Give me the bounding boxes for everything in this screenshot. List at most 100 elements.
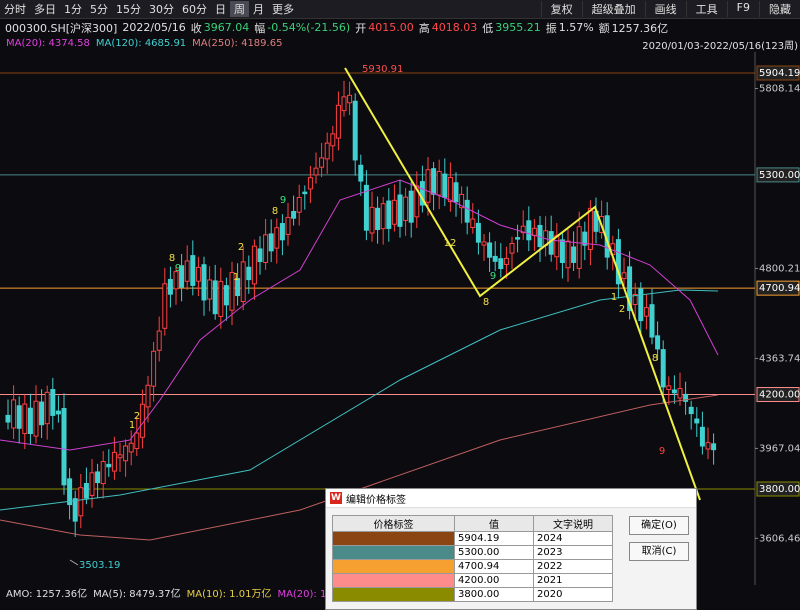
- price-tick-label: 4363.74: [759, 353, 800, 364]
- volume-item: MA(10): 1.01万亿: [186, 589, 272, 599]
- count-mark: 12: [444, 238, 457, 249]
- candle-body: [190, 255, 196, 286]
- price-level-tag: [756, 481, 800, 497]
- period-tab[interactable]: 更多: [272, 3, 294, 16]
- candle-body: [240, 261, 246, 302]
- candle-body: [386, 200, 392, 229]
- field-value: 3955.21: [495, 21, 541, 34]
- column-header: 文字说明: [533, 515, 613, 532]
- tool-button[interactable]: F9: [726, 1, 759, 17]
- candle-body: [285, 216, 291, 235]
- count-mark: 1: [233, 272, 239, 283]
- candle-body: [554, 235, 560, 258]
- candle-body: [78, 487, 84, 517]
- candle-body: [582, 231, 588, 246]
- candle-body: [207, 279, 213, 300]
- ma250-line: [0, 394, 719, 541]
- period-tab[interactable]: 60分: [182, 3, 207, 16]
- candle-body: [655, 335, 661, 350]
- price-text: 2020: [533, 587, 613, 602]
- candle-body: [106, 463, 112, 468]
- tool-button[interactable]: 工具: [685, 1, 727, 17]
- tool-button[interactable]: 复权: [540, 1, 582, 17]
- period-tab[interactable]: 周: [230, 1, 249, 17]
- tool-button[interactable]: 画线: [644, 1, 686, 17]
- table-row: 4200.00 2021: [332, 573, 613, 588]
- dialog-title-bar: W 编辑价格标签: [326, 489, 696, 508]
- candle-body: [39, 401, 45, 426]
- candle-body: [212, 280, 218, 315]
- period-tab[interactable]: 1分: [64, 3, 82, 16]
- field-value: 1.57%: [558, 21, 594, 34]
- candle-body: [307, 177, 313, 190]
- ma-item: MA(250): 4189.65: [192, 38, 283, 49]
- count-mark: 1: [129, 420, 135, 431]
- ma120-line: [0, 289, 719, 511]
- candle-body: [139, 403, 145, 438]
- tool-button[interactable]: 隐藏: [759, 1, 800, 17]
- period-tab[interactable]: 多日: [34, 3, 56, 16]
- candle-body: [145, 384, 151, 408]
- candle-body: [50, 389, 56, 416]
- count-mark: 8: [483, 297, 489, 308]
- tool-button[interactable]: 超级叠加: [581, 1, 645, 17]
- candle-body: [643, 307, 649, 317]
- field-value: -0.54%(-21.56): [267, 21, 351, 34]
- ma20-line: [0, 179, 719, 451]
- price-text: 2022: [533, 559, 613, 574]
- candle-body: [117, 454, 123, 459]
- candle-body: [587, 207, 593, 251]
- volume-item: MA(5): 8479.37亿: [93, 589, 181, 599]
- period-tab[interactable]: 5分: [90, 3, 108, 16]
- candle-body: [201, 264, 207, 301]
- field-label: 收: [190, 21, 202, 35]
- candle-body: [268, 233, 274, 252]
- cancel-button[interactable]: 取消(C): [629, 542, 689, 561]
- period-tab[interactable]: 月: [253, 3, 264, 16]
- price-tick-label: 3606.46: [759, 533, 800, 544]
- candle-body: [671, 389, 677, 394]
- candle-body: [649, 304, 655, 338]
- count-mark: 2: [619, 304, 625, 315]
- candle-body: [414, 185, 420, 218]
- field-label: 额: [598, 21, 610, 35]
- volume-item: AMO: 1257.36亿: [6, 589, 88, 599]
- candle-body: [162, 283, 168, 329]
- candle-body: [55, 410, 61, 415]
- header-row: 价格标签值文字说明: [332, 515, 613, 532]
- candle-body: [559, 239, 565, 263]
- ok-button[interactable]: 确定(O): [629, 516, 689, 535]
- ma-item: MA(120): 4685.91: [95, 38, 187, 49]
- price-level-label: 5904.19: [759, 68, 800, 79]
- candle-body: [5, 414, 11, 423]
- candle-body: [223, 285, 229, 306]
- ma-legend: MA(20): 4374.58 MA(120): 4685.91 MA(250): …: [0, 36, 800, 51]
- price-tick-label: 3967.04: [759, 443, 800, 454]
- candle-body: [179, 265, 185, 288]
- color-swatch: [332, 545, 455, 560]
- candle-body: [235, 277, 241, 297]
- date-range: 2020/01/03-2022/05/16(123周): [642, 41, 798, 52]
- candle-body: [358, 164, 364, 182]
- candle-body: [615, 239, 621, 285]
- candle-body: [100, 461, 106, 485]
- period-tab[interactable]: 30分: [149, 3, 174, 16]
- count-mark: 9: [659, 446, 665, 457]
- candle-body: [515, 237, 521, 240]
- candle-body: [711, 443, 717, 451]
- field-value: 1257.36亿: [611, 21, 669, 35]
- candle-body: [688, 406, 694, 415]
- candle-body: [229, 272, 235, 311]
- candle-body: [22, 403, 28, 435]
- count-mark: 8: [652, 353, 658, 364]
- high-annotation: 5930.91: [362, 64, 403, 75]
- price-value: 5904.19: [454, 531, 534, 546]
- ma-item: MA(20): 4374.58: [6, 38, 90, 49]
- period-tab[interactable]: 分时: [4, 3, 26, 16]
- period-tab[interactable]: 日: [215, 3, 226, 16]
- dialog-title: 编辑价格标签: [346, 494, 406, 506]
- period-tab[interactable]: 15分: [116, 3, 141, 16]
- candle-body: [509, 243, 515, 254]
- candle-body: [95, 471, 101, 484]
